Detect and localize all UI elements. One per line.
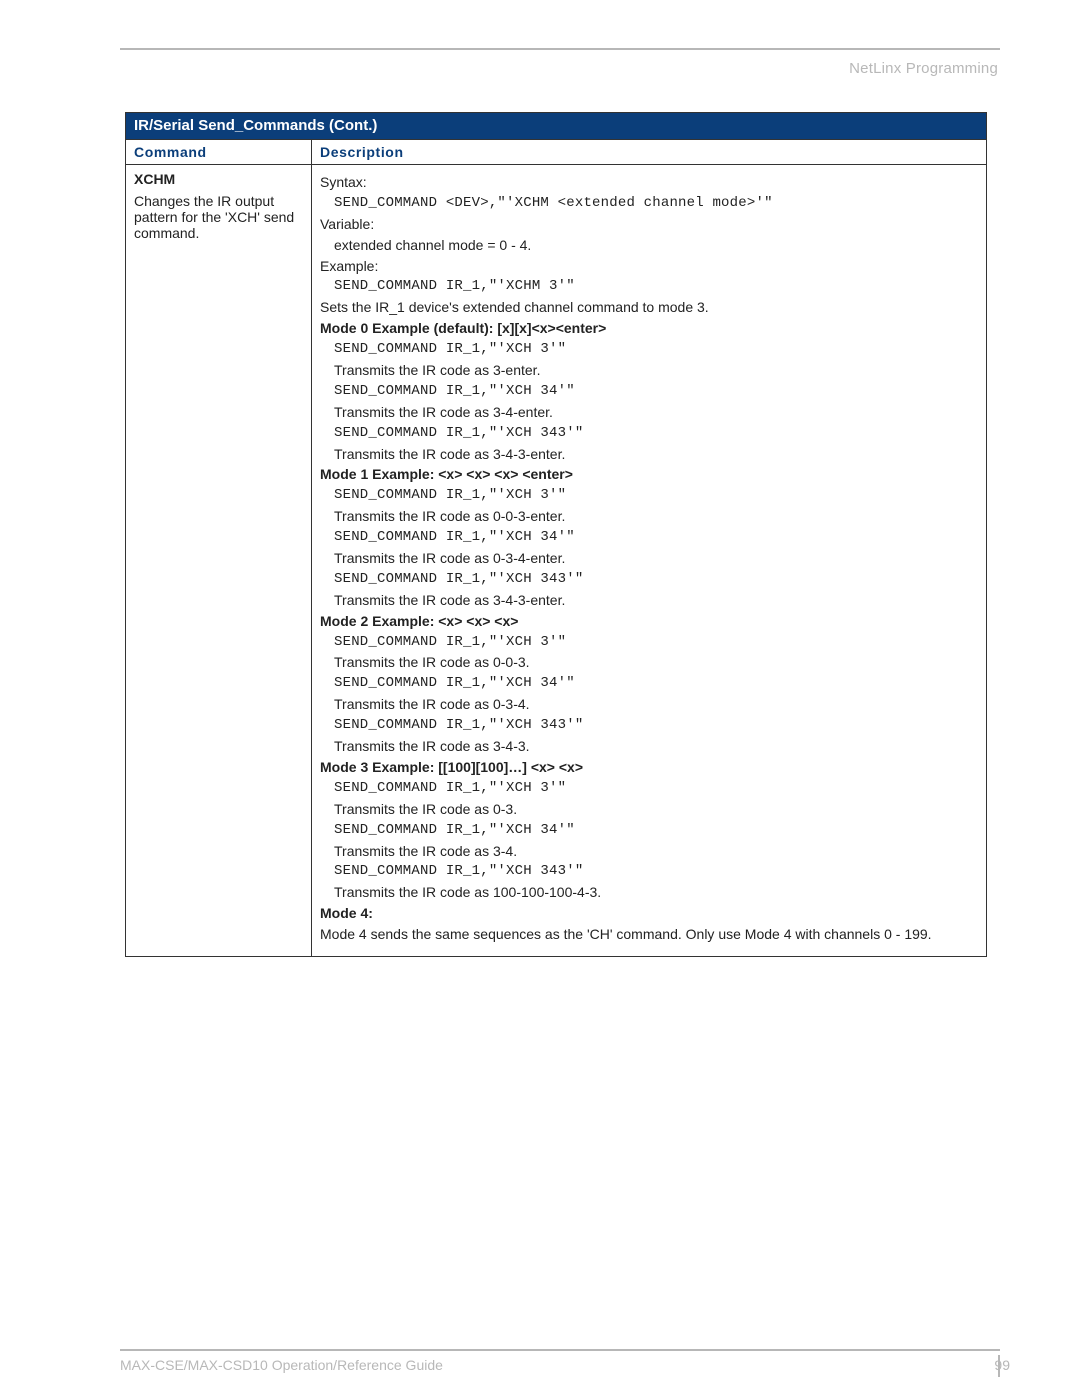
command-name: XCHM	[134, 171, 303, 187]
mode3-title: Mode 3 Example: [[100][100]…] <x> <x>	[320, 758, 978, 777]
syntax-label: Syntax:	[320, 173, 978, 192]
mode2-code-3: SEND_COMMAND IR_1,"'XCH 343'"	[320, 716, 978, 735]
mode3-code-2: SEND_COMMAND IR_1,"'XCH 34'"	[320, 821, 978, 840]
mode1-code-3: SEND_COMMAND IR_1,"'XCH 343'"	[320, 570, 978, 589]
page: NetLinx Programming IR/Serial Send_Comma…	[0, 0, 1080, 1397]
mode2-text-2: Transmits the IR code as 0-3-4.	[320, 695, 978, 714]
bottom-rule	[120, 1349, 1000, 1351]
col-header-description: Description	[312, 140, 986, 164]
description-cell: Syntax: SEND_COMMAND <DEV>,"'XCHM <exten…	[312, 165, 986, 956]
section-label: NetLinx Programming	[849, 60, 998, 77]
command-cell: XCHM Changes the IR output pattern for t…	[126, 165, 312, 956]
mode2-text-3: Transmits the IR code as 3-4-3.	[320, 737, 978, 756]
syntax-code: SEND_COMMAND <DEV>,"'XCHM <extended chan…	[320, 194, 978, 213]
mode0-code-3: SEND_COMMAND IR_1,"'XCH 343'"	[320, 424, 978, 443]
mode0-title: Mode 0 Example (default): [x][x]<x><ente…	[320, 319, 978, 338]
commands-table: IR/Serial Send_Commands (Cont.) Command …	[125, 112, 987, 957]
mode3-code-3: SEND_COMMAND IR_1,"'XCH 343'"	[320, 862, 978, 881]
footer-page-number: 99	[994, 1357, 1010, 1373]
mode0-code-2: SEND_COMMAND IR_1,"'XCH 34'"	[320, 382, 978, 401]
mode3-text-3: Transmits the IR code as 100-100-100-4-3…	[320, 883, 978, 902]
mode1-code-1: SEND_COMMAND IR_1,"'XCH 3'"	[320, 486, 978, 505]
example-label: Example:	[320, 257, 978, 276]
mode1-title: Mode 1 Example: <x> <x> <x> <enter>	[320, 465, 978, 484]
mode0-text-3: Transmits the IR code as 3-4-3-enter.	[320, 445, 978, 464]
example-code: SEND_COMMAND IR_1,"'XCHM 3'"	[320, 277, 978, 296]
mode1-text-3: Transmits the IR code as 3-4-3-enter.	[320, 591, 978, 610]
mode2-text-1: Transmits the IR code as 0-0-3.	[320, 653, 978, 672]
table-row: XCHM Changes the IR output pattern for t…	[126, 165, 986, 956]
mode1-code-2: SEND_COMMAND IR_1,"'XCH 34'"	[320, 528, 978, 547]
variable-value: extended channel mode = 0 - 4.	[320, 236, 978, 255]
mode4-title: Mode 4:	[320, 904, 978, 923]
mode1-text-2: Transmits the IR code as 0-3-4-enter.	[320, 549, 978, 568]
mode2-code-2: SEND_COMMAND IR_1,"'XCH 34'"	[320, 674, 978, 693]
mode3-text-2: Transmits the IR code as 3-4.	[320, 842, 978, 861]
mode2-title: Mode 2 Example: <x> <x> <x>	[320, 612, 978, 631]
top-rule	[120, 48, 1000, 50]
mode0-text-2: Transmits the IR code as 3-4-enter.	[320, 403, 978, 422]
table-title: IR/Serial Send_Commands (Cont.)	[126, 113, 986, 140]
footer-guide-title: MAX-CSE/MAX-CSD10 Operation/Reference Gu…	[120, 1357, 443, 1373]
mode1-text-1: Transmits the IR code as 0-0-3-enter.	[320, 507, 978, 526]
mode0-code-1: SEND_COMMAND IR_1,"'XCH 3'"	[320, 340, 978, 359]
mode4-note: Mode 4 sends the same sequences as the '…	[320, 925, 978, 944]
variable-label: Variable:	[320, 215, 978, 234]
command-note: Changes the IR output pattern for the 'X…	[134, 193, 303, 241]
mode3-text-1: Transmits the IR code as 0-3.	[320, 800, 978, 819]
example-note: Sets the IR_1 device's extended channel …	[320, 298, 978, 317]
col-header-command: Command	[126, 140, 312, 164]
table-header-row: Command Description	[126, 140, 986, 165]
mode0-text-1: Transmits the IR code as 3-enter.	[320, 361, 978, 380]
mode2-code-1: SEND_COMMAND IR_1,"'XCH 3'"	[320, 633, 978, 652]
mode3-code-1: SEND_COMMAND IR_1,"'XCH 3'"	[320, 779, 978, 798]
